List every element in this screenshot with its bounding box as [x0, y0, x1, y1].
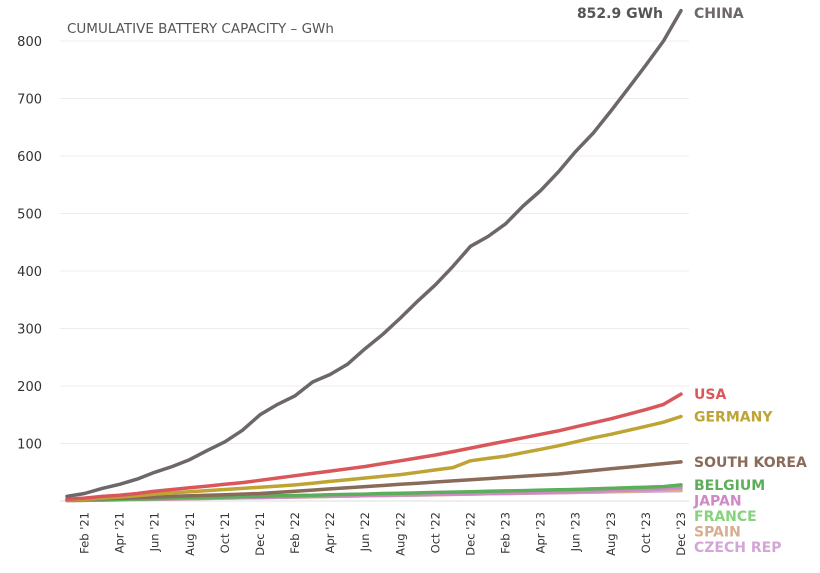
x-axis-ticks: Feb '21 Apr '21 Jun '21 Aug '21 Oct '21 Dec '…	[78, 512, 688, 556]
x-tick-label: Jun '21	[148, 512, 162, 552]
series-line-south-korea	[65, 460, 683, 502]
y-tick-label: 600	[17, 150, 42, 165]
x-tick-label: Aug '23	[604, 512, 618, 556]
series-end-labels: CHINA USA GERMANY SOUTH KOREA BELGIUMJAPANFR…	[693, 6, 807, 556]
x-tick-label: Feb '22	[288, 512, 302, 554]
x-tick-label: Jun '23	[569, 512, 583, 552]
y-tick-label: 100	[17, 438, 42, 453]
series-label-czech-rep: CZECH REP	[694, 540, 781, 556]
series-label-south-korea: SOUTH KOREA	[694, 455, 807, 471]
y-tick-label: 300	[17, 323, 42, 338]
y-tick-label: 800	[17, 35, 42, 50]
x-tick-label: Feb '23	[499, 512, 513, 554]
x-tick-label: Dec '22	[463, 512, 477, 556]
series-lines	[65, 8, 683, 503]
series-label-japan: JAPAN	[693, 493, 742, 509]
x-tick-label: Feb '21	[78, 512, 92, 554]
series-label-belgium: BELGIUM	[694, 478, 765, 494]
series-label-spain: SPAIN	[694, 524, 741, 540]
x-tick-label: Oct '22	[428, 512, 442, 553]
y-axis-ticks: 100 200 300 400 500 600 700 800	[17, 35, 42, 453]
x-tick-label: Apr '21	[113, 512, 127, 553]
series-label-germany: GERMANY	[694, 410, 773, 426]
x-tick-label: Dec '21	[253, 512, 267, 556]
x-tick-label: Dec '23	[674, 512, 688, 556]
x-tick-label: Aug '22	[393, 512, 407, 556]
series-line-usa	[65, 392, 683, 502]
y-tick-label: 200	[17, 380, 42, 395]
series-label-usa: USA	[694, 387, 726, 403]
series-line-china	[65, 8, 683, 499]
x-tick-label: Jun '22	[358, 512, 372, 552]
x-tick-label: Apr '23	[534, 512, 548, 553]
series-line-germany	[65, 414, 683, 502]
chart-title: CUMULATIVE BATTERY CAPACITY – GWh	[67, 21, 334, 37]
x-tick-label: Aug '21	[183, 512, 197, 556]
series-label-china: CHINA	[694, 6, 744, 22]
china-final-value-annotation: 852.9 GWh	[577, 6, 663, 22]
x-tick-label: Oct '23	[639, 512, 653, 553]
y-tick-label: 500	[17, 208, 42, 223]
x-tick-label: Oct '21	[218, 512, 232, 553]
x-tick-label: Apr '22	[323, 512, 337, 553]
series-label-france: FRANCE	[694, 509, 757, 525]
gridlines	[60, 40, 689, 502]
y-tick-label: 700	[17, 93, 42, 108]
y-tick-label: 400	[17, 265, 42, 280]
